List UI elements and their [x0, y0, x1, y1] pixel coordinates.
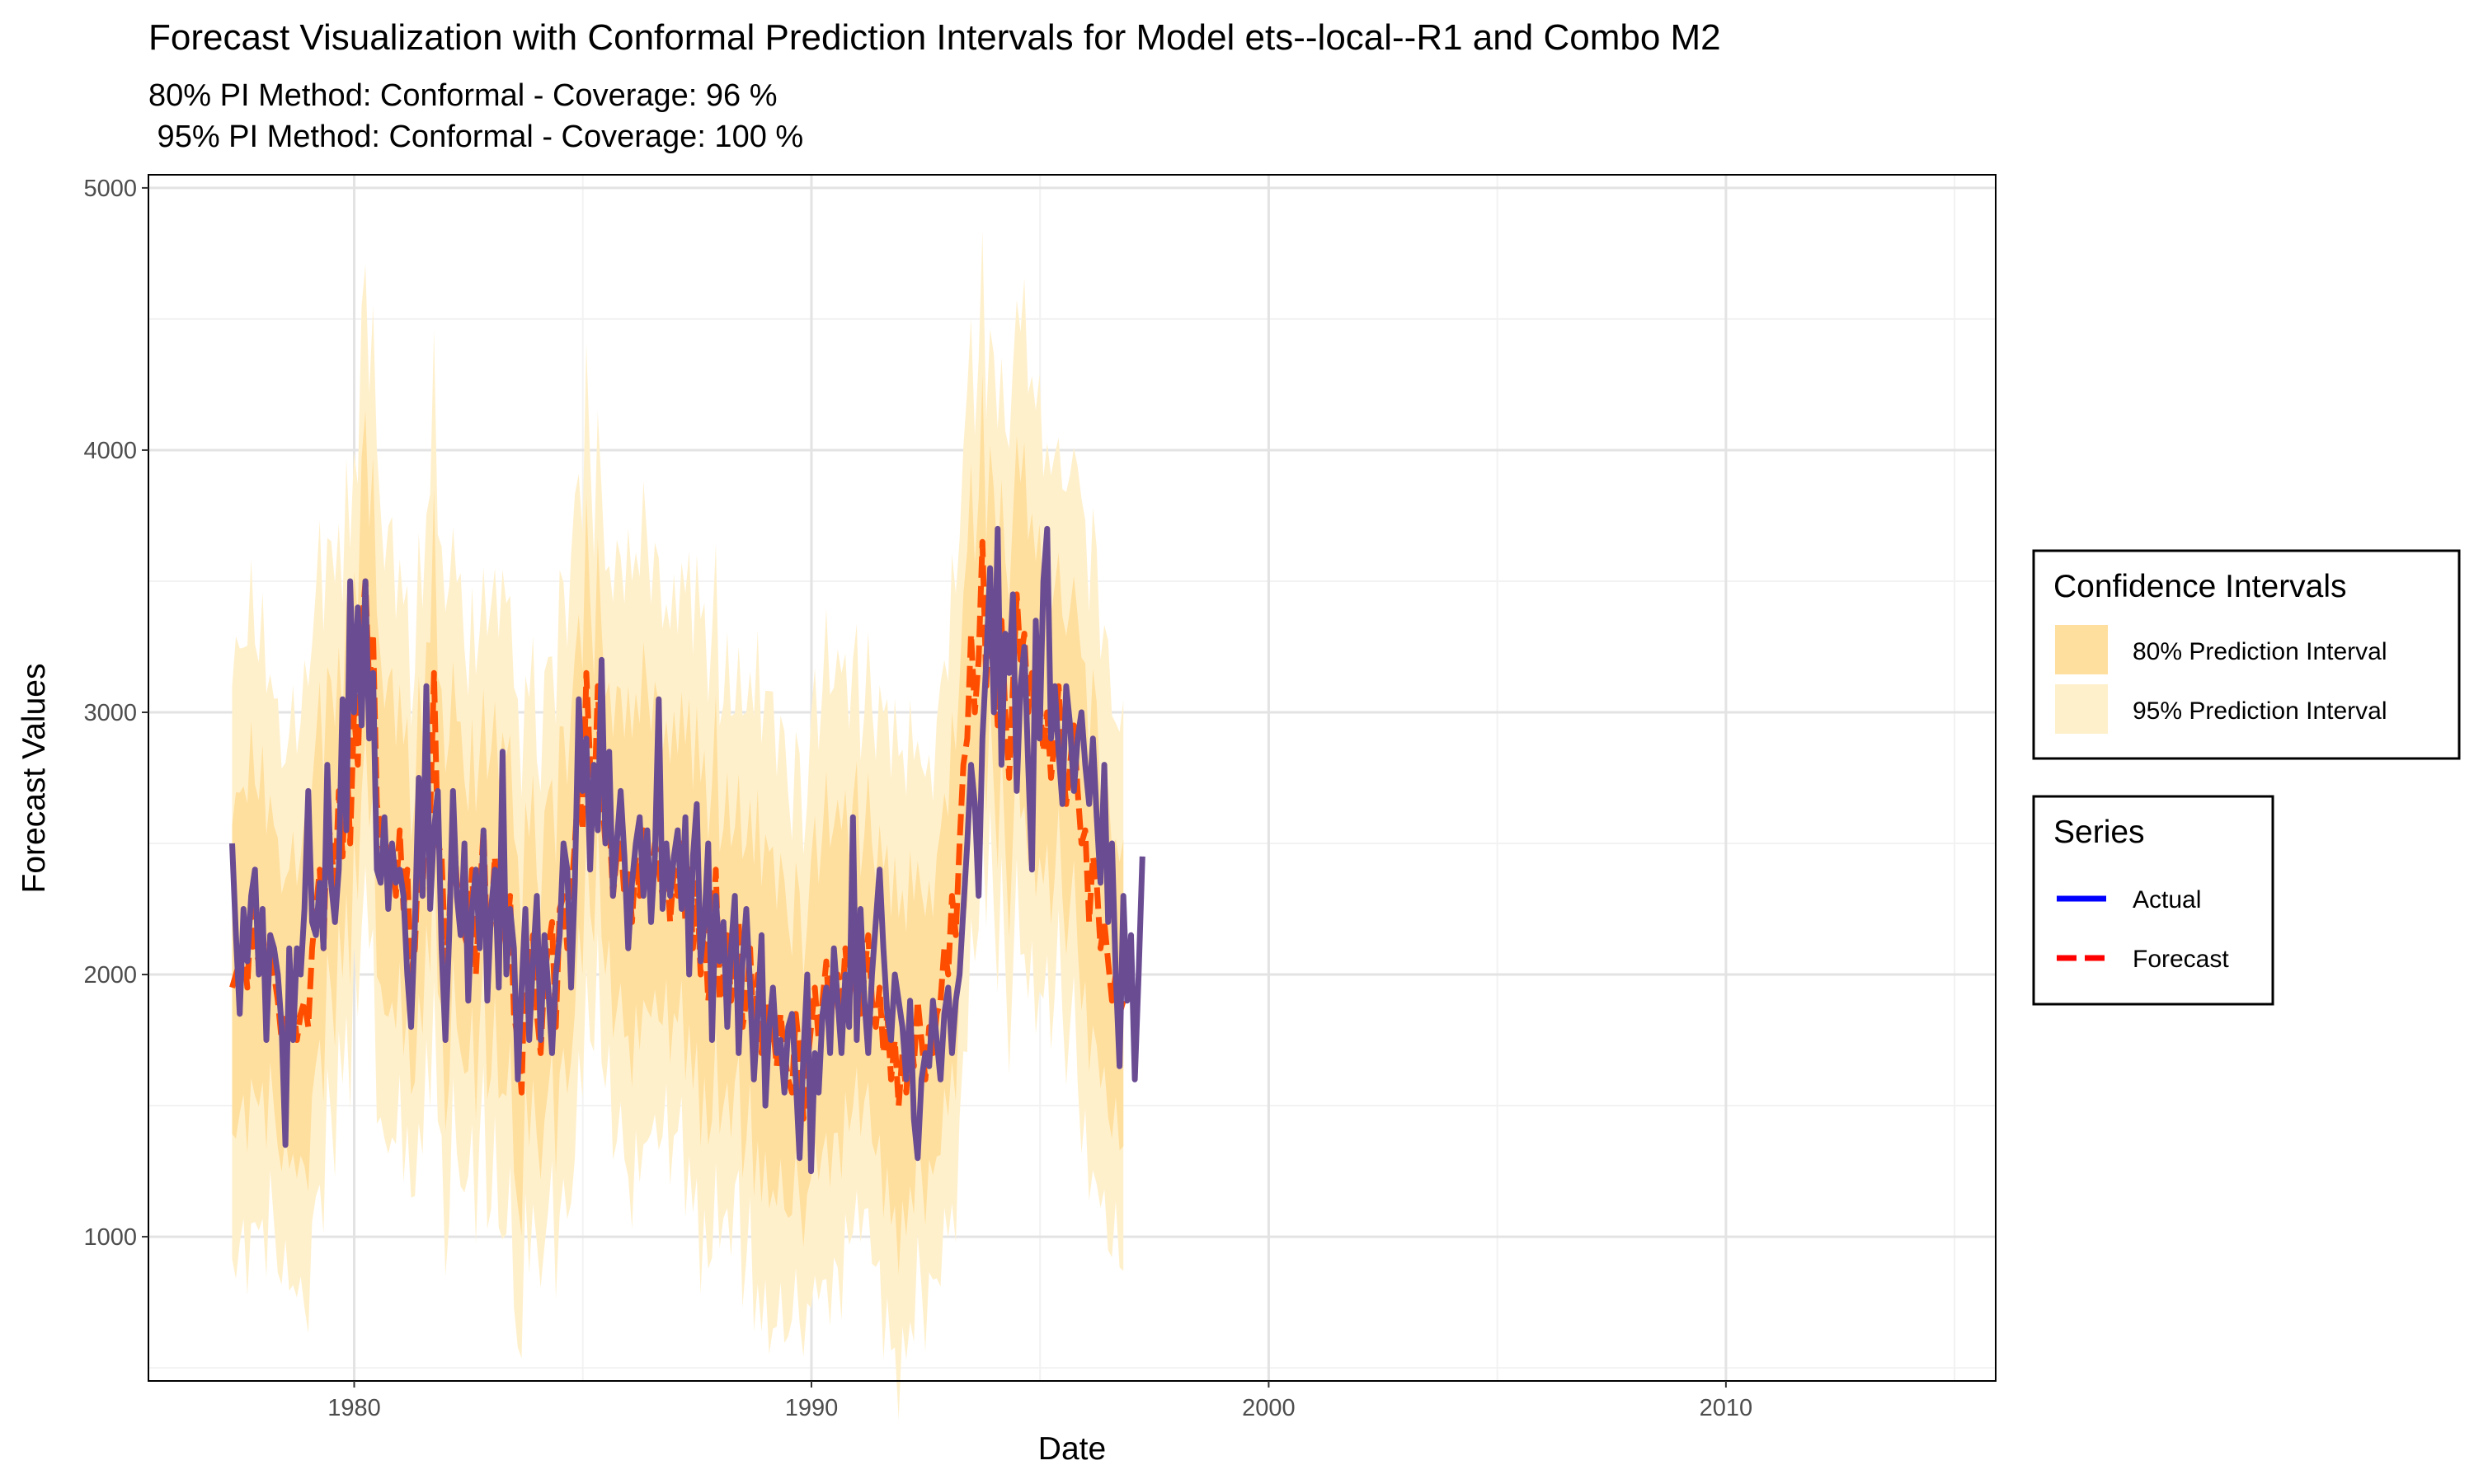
- actual-series: [229, 525, 1145, 1175]
- legend-ci-title: Confidence Intervals: [2053, 569, 2347, 604]
- legend-key-pi-95: [2055, 684, 2108, 734]
- forecast-line: [229, 538, 1126, 1122]
- plot-panel-border: [148, 174, 1997, 1382]
- chart-subtitle-line1: 80% PI Method: Conformal - Coverage: 96 …: [148, 78, 778, 113]
- chart-title: Forecast Visualization with Conformal Pr…: [148, 17, 1721, 58]
- legend-series-title: Series: [2053, 815, 2145, 850]
- chart-subtitle-line2: 95% PI Method: Conformal - Coverage: 100…: [148, 120, 803, 154]
- y-tick-label: 2000: [83, 962, 137, 989]
- legend-confidence-intervals: Confidence Intervals 80% Prediction Inte…: [2032, 549, 2461, 760]
- x-axis-title: Date: [1038, 1431, 1106, 1467]
- y-axis-title: Forecast Values: [16, 664, 52, 894]
- legend-key-pi-80: [2055, 625, 2108, 674]
- y-tick-label: 4000: [83, 438, 137, 464]
- x-tick-label: 1990: [785, 1395, 839, 1421]
- actual-line: [229, 525, 1145, 1175]
- x-tick-label: 2010: [1700, 1395, 1753, 1421]
- x-axis-ticks: 1980 1990 2000 2010: [327, 1381, 1752, 1421]
- y-tick-label: 1000: [83, 1224, 137, 1251]
- legend-label-pi-95: 95% Prediction Interval: [2133, 697, 2387, 725]
- x-tick-label: 1980: [327, 1395, 381, 1421]
- y-tick-label: 3000: [83, 700, 137, 726]
- legend-series: Series Actual Forecast: [2032, 795, 2274, 1006]
- y-tick-label: 5000: [83, 176, 137, 202]
- y-axis-ticks: 1000 2000 3000 4000 5000: [83, 176, 148, 1251]
- x-tick-label: 2000: [1242, 1395, 1296, 1421]
- legend-label-forecast: Forecast: [2133, 946, 2229, 973]
- forecast-series: [229, 538, 1126, 1122]
- pi-80-band: [232, 373, 1124, 1275]
- pi-80-area: [232, 373, 1124, 1275]
- legend-label-actual: Actual: [2133, 886, 2201, 913]
- legend-label-pi-80: 80% Prediction Interval: [2133, 638, 2387, 665]
